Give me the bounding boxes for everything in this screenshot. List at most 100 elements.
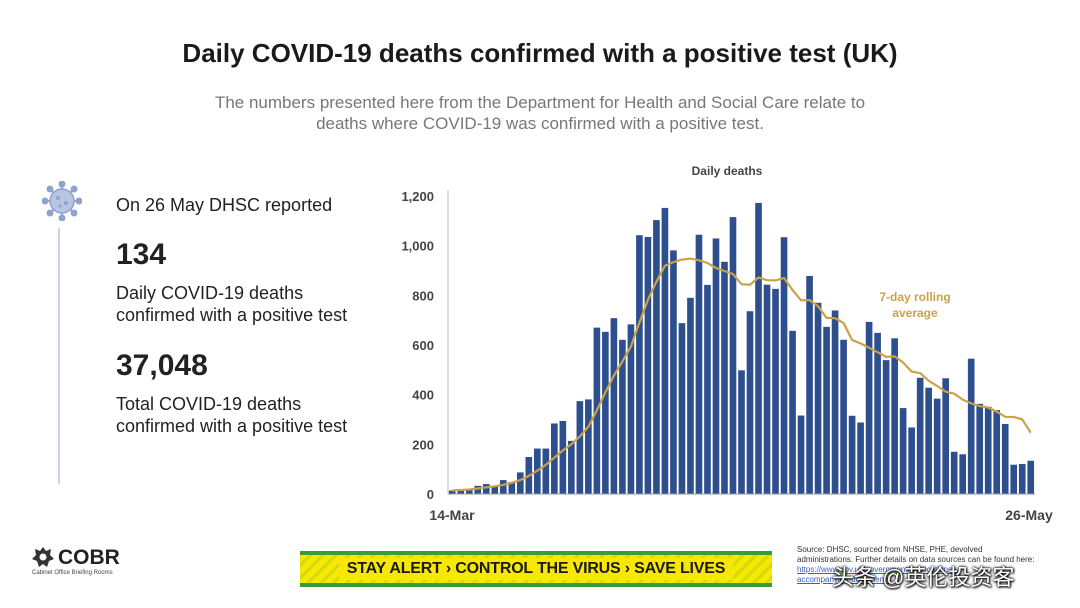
bar [1027, 460, 1035, 494]
subtitle-line-2: deaths where COVID-19 was confirmed with… [316, 114, 764, 133]
bar [661, 207, 669, 495]
bar [482, 484, 490, 494]
daily-desc-line-1: Daily COVID-19 deaths [116, 283, 304, 303]
bar [542, 448, 550, 494]
source-link-2[interactable]: accompanying-documents [797, 575, 891, 584]
bar [738, 370, 745, 494]
bar [474, 485, 482, 494]
bar [993, 410, 1001, 494]
bar [814, 302, 822, 494]
bar [925, 387, 932, 494]
bar [942, 378, 949, 494]
total-desc-line-1: Total COVID-19 deaths [116, 394, 302, 414]
source-link[interactable]: https://www.gov.uk/government/publicatio… [797, 565, 955, 574]
bar [806, 275, 813, 494]
rolling-average-label-2: average [892, 306, 938, 320]
bar [823, 326, 830, 494]
source-line-1: Source: DHSC, sourced from NHSE, PHE, de… [797, 545, 983, 554]
bar [933, 398, 941, 494]
rolling-average-label: 7-day rolling [879, 290, 950, 304]
y-tick-label: 800 [412, 288, 434, 303]
royal-crest-icon [32, 547, 54, 567]
coronavirus-icon [42, 181, 82, 221]
stay-alert-banner: STAY ALERT › CONTROL THE VIRUS › SAVE LI… [300, 551, 772, 587]
bar [559, 420, 567, 494]
bar [1010, 464, 1018, 494]
bar [950, 451, 958, 494]
bar [576, 401, 584, 494]
bar [653, 220, 660, 495]
y-tick-label: 600 [412, 338, 434, 353]
bar [899, 408, 907, 494]
page-subtitle: The numbers presented here from the Depa… [150, 92, 930, 134]
y-tick-label: 400 [412, 388, 434, 403]
x-tick-label-end: 26-May [1005, 507, 1053, 523]
y-tick-label: 1,000 [401, 239, 434, 254]
y-tick-label: 200 [412, 437, 434, 452]
daily-deaths-description: Daily COVID-19 deaths confirmed with a p… [116, 282, 347, 326]
source-note: Source: DHSC, sourced from NHSE, PHE, de… [797, 545, 1075, 585]
page-title: Daily COVID-19 deaths confirmed with a p… [182, 38, 898, 68]
total-desc-line-2: confirmed with a positive test [116, 416, 348, 436]
chart-title: Daily deaths [692, 164, 763, 178]
bar [857, 422, 864, 494]
daily-desc-line-2: confirmed with a positive test [116, 305, 348, 325]
bar [908, 427, 915, 494]
bar [678, 323, 686, 494]
bar [959, 454, 967, 494]
bar [619, 339, 626, 494]
bar [729, 217, 737, 494]
stats-intro: On 26 May DHSC reported [116, 195, 333, 215]
bar [644, 236, 652, 494]
bar [797, 415, 805, 494]
bar [465, 490, 473, 494]
x-tick-label-start: 14-Mar [429, 507, 475, 523]
bar [712, 238, 720, 494]
bar [695, 234, 703, 494]
divider-line [58, 228, 60, 484]
bar [865, 321, 873, 494]
bar [891, 338, 898, 494]
bar [585, 399, 592, 494]
cobr-logo: COBR [58, 546, 120, 569]
bar [763, 284, 771, 494]
y-tick-label: 1,200 [401, 189, 434, 204]
bar [499, 480, 507, 494]
bar [984, 406, 992, 494]
bar [1018, 463, 1026, 494]
bar [916, 377, 924, 494]
bar [627, 324, 635, 494]
source-line-2: administrations. Further details on data… [797, 555, 1035, 564]
bar [840, 339, 847, 494]
bar [789, 330, 796, 494]
bar [568, 440, 575, 494]
bar [704, 284, 711, 494]
total-deaths-description: Total COVID-19 deaths confirmed with a p… [116, 393, 347, 437]
bar [448, 490, 456, 494]
daily-deaths-chart: Daily deaths 0 200 400 600 800 1,000 1,200 7-day… [401, 164, 1053, 523]
rolling-average-line [452, 257, 1032, 492]
banner-text: STAY ALERT › CONTROL THE VIRUS › SAVE LI… [338, 558, 734, 580]
bar [516, 472, 524, 494]
bar [976, 403, 984, 494]
bar [831, 310, 839, 494]
watermark-text: 头条 @英伦投资客 [832, 565, 1015, 590]
bar [508, 482, 516, 494]
bar [772, 288, 779, 494]
bar [721, 261, 728, 494]
total-deaths-value: 37,048 [116, 349, 208, 382]
bar [687, 297, 694, 494]
bar [967, 358, 975, 494]
bar [755, 202, 762, 494]
daily-deaths-value: 134 [116, 238, 167, 271]
bar [670, 250, 677, 494]
bar [874, 332, 881, 494]
bar [491, 485, 499, 494]
cobr-subtitle: Cabinet Office Briefing Rooms [32, 570, 113, 576]
bar [457, 489, 465, 494]
bar [610, 318, 618, 494]
y-tick-label: 0 [427, 487, 434, 502]
bar [882, 360, 890, 494]
bar [848, 415, 856, 494]
bar [636, 235, 643, 494]
